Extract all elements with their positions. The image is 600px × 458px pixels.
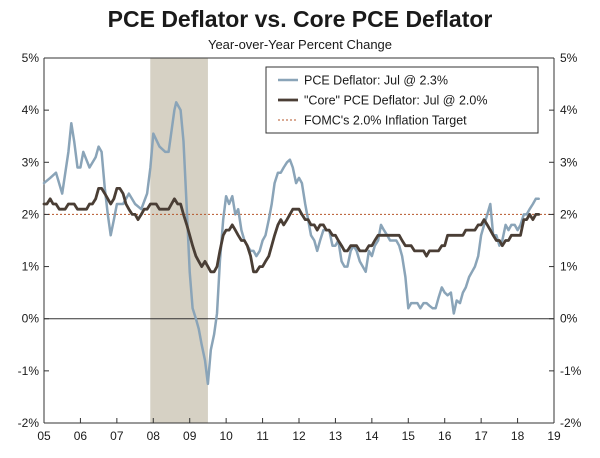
y-tick-label-left: 4% xyxy=(22,103,40,117)
x-tick-label: 11 xyxy=(256,429,269,443)
x-tick-label: 06 xyxy=(74,429,88,443)
x-tick-label: 08 xyxy=(147,429,161,443)
chart-title: PCE Deflator vs. Core PCE Deflator xyxy=(107,6,493,32)
y-tick-label-right: 3% xyxy=(560,155,578,169)
x-tick-label: 05 xyxy=(37,429,51,443)
legend-label-core: "Core" PCE Deflator: Jul @ 2.0% xyxy=(304,94,487,108)
y-tick-label-left: 0% xyxy=(22,312,40,326)
x-axis-ticks: 05 06 07 08 09 10 11 12 13 14 15 16 17 18 19 xyxy=(37,418,561,443)
legend: PCE Deflator: Jul @ 2.3% "Core" PCE Defl… xyxy=(265,66,539,134)
series-lines xyxy=(42,101,541,386)
series-line-core xyxy=(42,186,541,274)
y-tick-label-right: -1% xyxy=(560,364,582,378)
x-tick-label: 12 xyxy=(292,429,306,443)
y-tick-label-left: -1% xyxy=(18,364,40,378)
y-tick-label-left: 2% xyxy=(22,207,40,221)
legend-label-pce: PCE Deflator: Jul @ 2.3% xyxy=(304,74,448,88)
recession-band xyxy=(150,58,208,423)
y-axis-right-ticks: -2% -1% 0% 1% 2% 3% 4% 5% xyxy=(549,51,582,430)
x-tick-label: 10 xyxy=(219,429,233,443)
y-tick-label-left: -2% xyxy=(18,416,40,430)
series-line-pce xyxy=(42,101,540,386)
y-tick-label-right: -2% xyxy=(560,416,582,430)
y-tick-label-right: 2% xyxy=(560,207,578,221)
y-tick-label-left: 3% xyxy=(22,155,40,169)
x-tick-label: 16 xyxy=(438,429,452,443)
x-tick-label: 09 xyxy=(183,429,197,443)
chart-subtitle: Year-over-Year Percent Change xyxy=(207,37,393,52)
legend-label-target: FOMC's 2.0% Inflation Target xyxy=(304,114,467,128)
x-tick-label: 17 xyxy=(474,429,488,443)
legend-box xyxy=(265,66,539,134)
y-tick-label-left: 5% xyxy=(22,51,40,65)
y-tick-label-right: 1% xyxy=(560,260,578,274)
y-axis-left-ticks: -2% -1% 0% 1% 2% 3% 4% 5% xyxy=(18,51,49,430)
x-tick-label: 15 xyxy=(402,429,416,443)
x-tick-label: 07 xyxy=(110,429,124,443)
y-tick-label-right: 0% xyxy=(560,312,578,326)
x-tick-label: 13 xyxy=(329,429,343,443)
x-tick-label: 18 xyxy=(511,429,525,443)
y-tick-label-left: 1% xyxy=(22,260,40,274)
y-tick-label-right: 5% xyxy=(560,51,578,65)
x-tick-label: 14 xyxy=(365,429,379,443)
x-tick-label: 19 xyxy=(547,429,561,443)
y-tick-label-right: 4% xyxy=(560,103,578,117)
